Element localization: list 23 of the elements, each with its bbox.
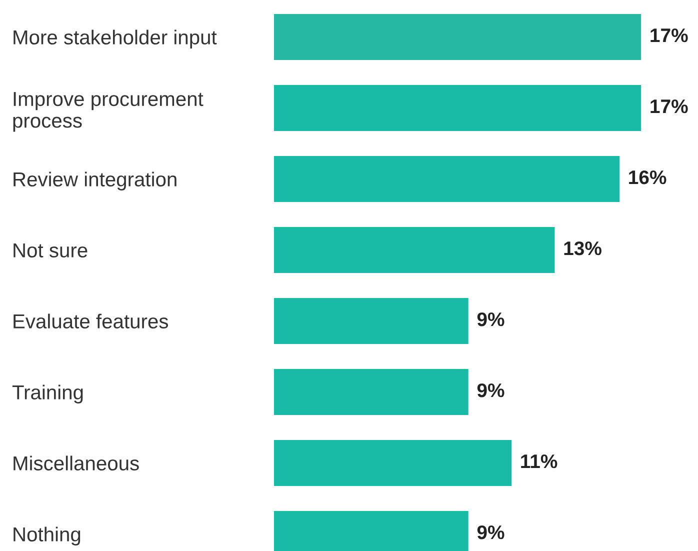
y-tick-label: Miscellaneous [14, 456, 139, 470]
bar [274, 368, 468, 416]
bar [274, 84, 642, 132]
bar [274, 440, 512, 486]
y-tick-label: Training [12, 384, 83, 404]
y-tick-label: Not sure [14, 243, 88, 258]
y-tick-label: Improve procurement process [13, 92, 204, 132]
bar [274, 14, 642, 60]
y-tick-label: Review integration [14, 172, 176, 190]
bar [274, 156, 620, 202]
y-tick-label: More stakeholder input [14, 30, 217, 48]
data-label: 17% [650, 28, 688, 42]
data-label: 11% [521, 454, 558, 468]
data-label: 9% [477, 525, 504, 540]
data-label: 17% [650, 100, 688, 114]
y-tick-label: Evaluate features [14, 314, 168, 328]
data-label: 13% [564, 241, 602, 256]
data-label: 9% [477, 383, 504, 398]
y-tick-label: Nothing [14, 526, 80, 546]
bar [274, 298, 468, 344]
bar [274, 226, 555, 274]
data-label: 9% [477, 312, 504, 326]
data-label: 16% [629, 170, 666, 184]
